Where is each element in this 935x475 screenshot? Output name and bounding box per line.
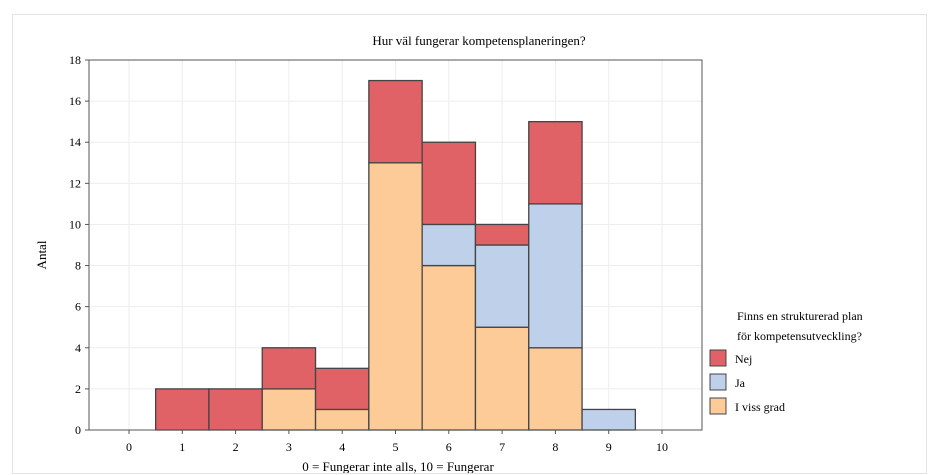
- x-tick-label: 4: [339, 440, 345, 454]
- chart-frame: Hur väl fungerar kompetensplaneringen? A…: [12, 14, 927, 474]
- bars: [154, 79, 637, 431]
- legend-title-line: för kompetensutveckling?: [737, 329, 862, 343]
- legend-swatch: [709, 349, 727, 367]
- bar-segment: [421, 264, 477, 431]
- bar-segment: [314, 367, 370, 411]
- legend: Finns en strukturerad plan för kompetensu…: [709, 309, 863, 415]
- y-tick-label: 16: [69, 94, 81, 108]
- bar-segment: [581, 408, 637, 431]
- y-tick-label: 0: [75, 423, 81, 437]
- legend-label: I viss grad: [735, 400, 785, 414]
- bar-segment: [368, 162, 423, 431]
- y-tick-label: 4: [75, 341, 81, 355]
- legend-title-line: Finns en strukturerad plan: [737, 309, 863, 323]
- y-tick-label: 14: [69, 135, 81, 149]
- x-tick-label: 8: [552, 440, 558, 454]
- bar-segment: [528, 121, 583, 205]
- x-tick-label: 7: [499, 440, 505, 454]
- x-tick-label: 6: [446, 440, 452, 454]
- x-tick-label: 2: [233, 440, 239, 454]
- bar-segment: [421, 141, 477, 226]
- legend-label: Ja: [735, 376, 746, 390]
- bar-segment: [421, 223, 477, 267]
- bar-segment: [474, 223, 530, 246]
- legend-swatch: [709, 397, 727, 415]
- x-tick-label: 10: [656, 440, 668, 454]
- bar-segment: [474, 326, 530, 431]
- legend-label: Nej: [735, 352, 752, 366]
- bar-segment: [528, 347, 583, 431]
- legend-swatch: [709, 373, 727, 391]
- y-tick-label: 12: [69, 176, 81, 190]
- y-tick-label: 2: [75, 382, 81, 396]
- bar-segment: [474, 244, 530, 328]
- bar-segment: [208, 388, 263, 431]
- x-axis-title: 0 = Fungerar inte alls, 10 = Fungerar: [302, 459, 494, 473]
- y-tick-label: 10: [69, 217, 81, 231]
- y-tick-label: 8: [75, 259, 81, 273]
- bar-segment: [261, 388, 317, 431]
- x-tick-label: 9: [606, 440, 612, 454]
- y-tick-label: 6: [75, 300, 81, 314]
- x-tick-label: 1: [179, 440, 185, 454]
- bar-segment: [154, 388, 210, 431]
- bar-segment: [368, 79, 423, 164]
- y-tick-label: 18: [69, 53, 81, 67]
- bar-segment: [314, 408, 370, 431]
- bar-segment: [528, 203, 583, 349]
- y-axis-title: Antal: [34, 240, 49, 269]
- chart-title: Hur väl fungerar kompetensplaneringen?: [372, 33, 586, 48]
- x-tick-label: 0: [126, 440, 132, 454]
- stacked-bar-chart: Hur väl fungerar kompetensplaneringen? A…: [34, 33, 863, 473]
- bar-segment: [261, 347, 317, 390]
- x-tick-label: 5: [393, 440, 399, 454]
- x-tick-label: 3: [286, 440, 292, 454]
